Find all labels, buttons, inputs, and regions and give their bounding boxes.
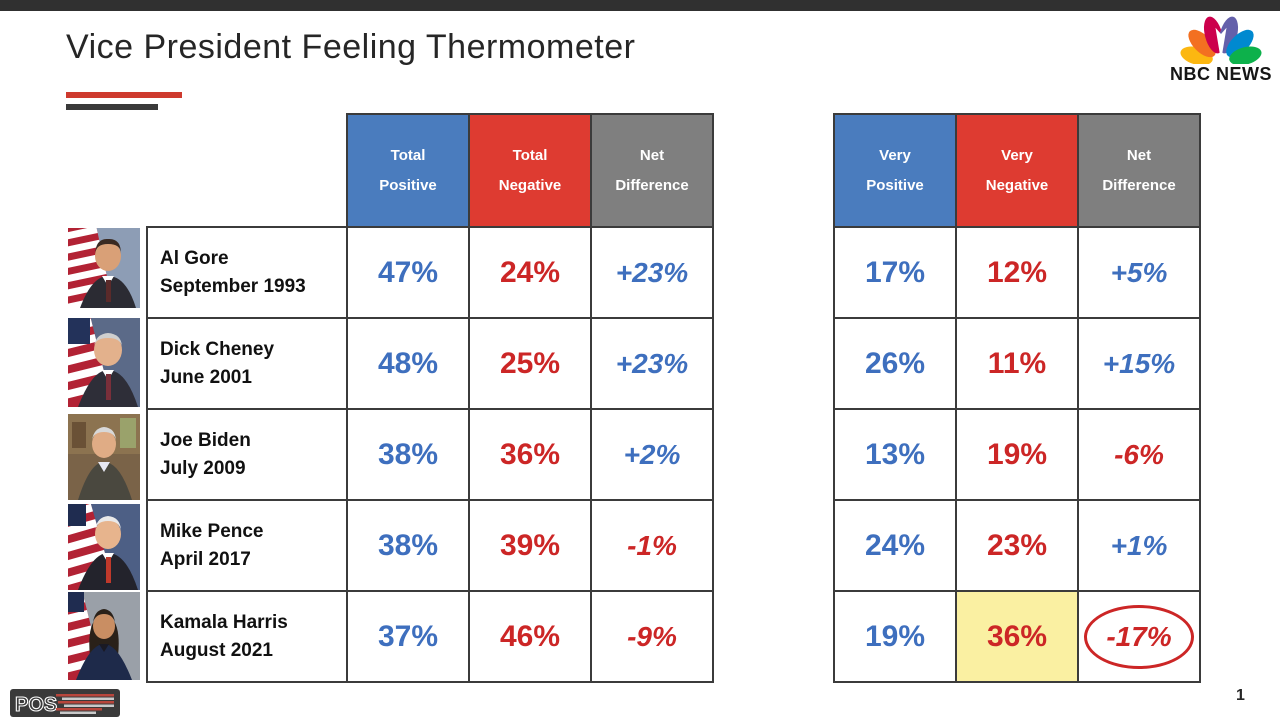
cell-very-negative: 12% — [957, 228, 1077, 317]
row-joe-biden-label: Joe Biden July 2009 — [148, 410, 346, 499]
very-ratings-table: Very Positive Very Negative Net Differen… — [833, 113, 1201, 683]
vp-date: April 2017 — [160, 548, 251, 570]
cell-total-positive: 47% — [348, 228, 468, 317]
cell-total-negative: 24% — [470, 228, 590, 317]
vp-date: September 1993 — [160, 275, 306, 297]
cell-total-negative: 39% — [470, 501, 590, 590]
cell-very-negative: 23% — [957, 501, 1077, 590]
top-accent-bar — [0, 0, 1280, 11]
vp-date: August 2021 — [160, 639, 273, 661]
vp-name: Mike Pence — [160, 520, 264, 542]
row-kamala-harris-label: Kamala Harris August 2021 — [148, 592, 346, 681]
cell-very-negative: 19% — [957, 410, 1077, 499]
cell-net-difference-total: -9% — [592, 592, 712, 681]
page-number: 1 — [1236, 687, 1245, 704]
vp-name: Al Gore — [160, 247, 229, 269]
cell-very-positive: 17% — [835, 228, 955, 317]
row-al-gore-label: Al Gore September 1993 — [148, 228, 346, 317]
header-very-negative: Very Negative — [957, 115, 1077, 226]
cell-net-difference-total: +23% — [592, 228, 712, 317]
header-net-difference-very: Net Difference — [1079, 115, 1199, 226]
header-total-negative: Total Negative — [470, 115, 590, 226]
cell-total-positive: 38% — [348, 501, 468, 590]
vp-name-table: Al Gore September 1993 Dick Cheney June … — [146, 226, 348, 683]
row-dick-cheney-label: Dick Cheney June 2001 — [148, 319, 346, 408]
cell-total-positive: 38% — [348, 410, 468, 499]
title-underline-dark — [66, 104, 158, 110]
header-total-positive: Total Positive — [348, 115, 468, 226]
nbc-news-logo: NBC NEWS — [1166, 12, 1276, 85]
cell-very-positive: 13% — [835, 410, 955, 499]
cell-net-difference-total: -1% — [592, 501, 712, 590]
pos-logo: POS — [10, 689, 120, 720]
photo-mike-pence — [68, 504, 140, 590]
vp-name: Kamala Harris — [160, 611, 288, 633]
header-very-positive: Very Positive — [835, 115, 955, 226]
title-underline-red — [66, 92, 182, 98]
photo-dick-cheney — [68, 318, 140, 407]
nbc-peacock-icon — [1166, 12, 1276, 64]
cell-net-difference-very: +5% — [1079, 228, 1199, 317]
cell-net-difference-total: +2% — [592, 410, 712, 499]
nbc-news-wordmark: NBC NEWS — [1170, 64, 1272, 84]
pos-wordmark: POS — [15, 694, 57, 716]
page-title: Vice President Feeling Thermometer — [66, 28, 636, 66]
cell-net-difference-very: +1% — [1079, 501, 1199, 590]
row-mike-pence-label: Mike Pence April 2017 — [148, 501, 346, 590]
cell-net-difference-very-circled: -17% — [1079, 592, 1199, 681]
cell-very-positive: 24% — [835, 501, 955, 590]
cell-very-positive: 26% — [835, 319, 955, 408]
cell-total-negative: 36% — [470, 410, 590, 499]
header-net-difference-total: Net Difference — [592, 115, 712, 226]
cell-total-positive: 48% — [348, 319, 468, 408]
photo-joe-biden — [68, 414, 140, 500]
red-circle-annotation: -17% — [1084, 604, 1194, 669]
cell-very-negative: 11% — [957, 319, 1077, 408]
cell-total-negative: 25% — [470, 319, 590, 408]
vp-name: Joe Biden — [160, 429, 251, 451]
cell-total-negative: 46% — [470, 592, 590, 681]
cell-net-difference-very: -6% — [1079, 410, 1199, 499]
cell-very-negative-highlighted: 36% — [957, 592, 1077, 681]
photo-kamala-harris — [68, 592, 140, 680]
cell-very-positive: 19% — [835, 592, 955, 681]
vp-name: Dick Cheney — [160, 338, 275, 360]
cell-net-difference-very: +15% — [1079, 319, 1199, 408]
vp-date: July 2009 — [160, 457, 246, 479]
cell-total-positive: 37% — [348, 592, 468, 681]
total-ratings-table: Total Positive Total Negative Net Differ… — [346, 113, 714, 683]
cell-net-difference-total: +23% — [592, 319, 712, 408]
vp-date: June 2001 — [160, 366, 252, 388]
photo-al-gore — [68, 228, 140, 308]
